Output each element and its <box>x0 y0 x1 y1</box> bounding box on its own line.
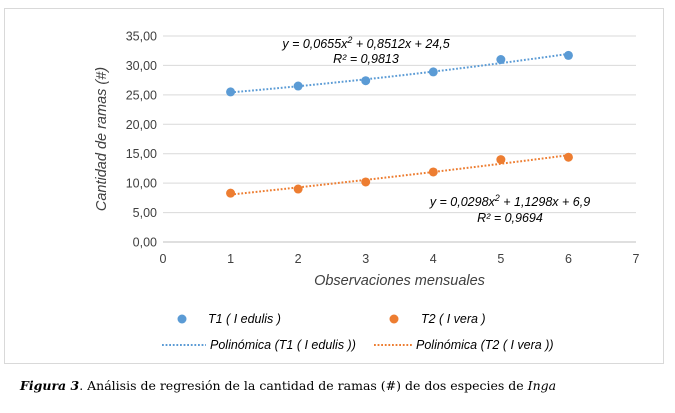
y-tick-label: 10,00 <box>126 177 157 191</box>
figure-caption: Figura 3. Análisis de regresión de la ca… <box>20 378 556 393</box>
legend-marker <box>389 314 399 324</box>
data-point <box>361 177 371 187</box>
legend-label: T2 ( I vera ) <box>421 312 486 326</box>
legend-label: T1 ( I edulis ) <box>208 312 281 326</box>
y-tick-label: 30,00 <box>126 59 157 73</box>
x-tick-label: 0 <box>160 252 167 266</box>
legend-label: Polinómica (T2 ( I vera )) <box>416 338 554 352</box>
x-tick-label: 5 <box>497 252 504 266</box>
regression-chart: 0,00 5,00 10,00 15,00 20,00 25,00 30,00 35,00 0 1… <box>94 30 640 353</box>
trendline-r2: R² = 0,9813 <box>333 52 399 66</box>
data-point <box>496 155 506 165</box>
data-point <box>293 81 303 91</box>
trendline-r2: R² = 0,9694 <box>477 211 543 225</box>
data-point <box>361 76 371 86</box>
x-tick-label: 7 <box>633 252 640 266</box>
data-point <box>226 87 236 97</box>
x-tick-label: 2 <box>295 252 302 266</box>
data-point <box>428 67 438 77</box>
trendline <box>230 52 569 94</box>
caption-genus: Inga <box>527 378 557 393</box>
x-tick-label: 4 <box>430 252 437 266</box>
y-tick-label: 20,00 <box>126 118 157 132</box>
y-tick-label: 25,00 <box>126 88 157 102</box>
x-axis-title: Observaciones mensuales <box>314 273 485 289</box>
data-point <box>563 152 573 162</box>
y-tick-label: 5,00 <box>133 206 157 220</box>
data-point <box>226 188 236 198</box>
y-tick-label: 35,00 <box>126 30 157 44</box>
y-axis-title: Cantidad de ramas (#) <box>94 67 110 211</box>
data-point <box>496 55 506 65</box>
trendline-equation: y = 0,0298x2 + 1,1298x + 6,9 <box>429 193 590 209</box>
x-tick-label: 3 <box>362 252 369 266</box>
data-point <box>428 167 438 177</box>
data-point <box>563 50 573 60</box>
y-tick-label: 15,00 <box>126 147 157 161</box>
y-tick-label: 0,00 <box>133 236 157 250</box>
x-tick-label: 6 <box>565 252 572 266</box>
data-point <box>293 184 303 194</box>
trendline-equation: y = 0,0655x2 + 0,8512x + 24,5 <box>281 35 449 51</box>
legend-label: Polinómica (T1 ( I edulis )) <box>210 338 356 352</box>
caption-label: Figura 3 <box>20 378 80 393</box>
caption-text: . Análisis de regresión de la cantidad d… <box>79 378 528 393</box>
x-tick-label: 1 <box>227 252 234 266</box>
chart-frame: 0,00 5,00 10,00 15,00 20,00 25,00 30,00 35,00 0 1… <box>4 8 664 364</box>
legend-marker <box>177 314 187 324</box>
trendline <box>230 154 569 196</box>
